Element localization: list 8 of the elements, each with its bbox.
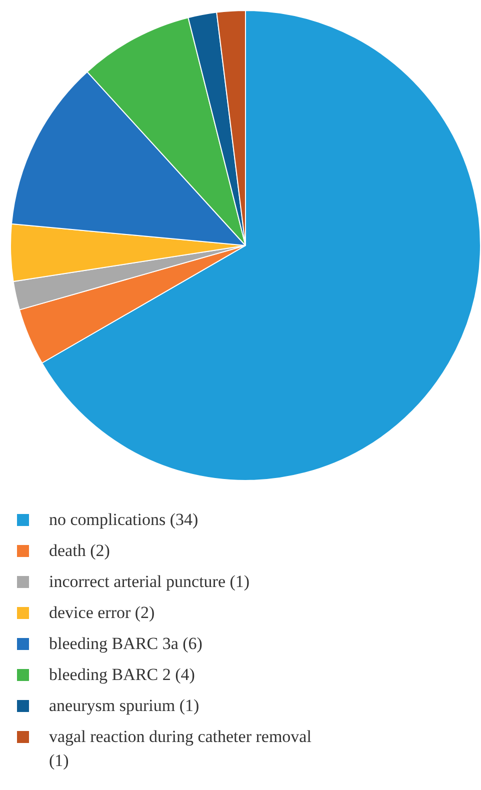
legend-label: aneurysm spurium (1) (49, 695, 200, 717)
legend-label: death (2) (49, 540, 110, 562)
legend-label: bleeding BARC 3a (6) (49, 633, 202, 655)
legend-label: bleeding BARC 2 (4) (49, 664, 195, 686)
legend-label: no complications (34) (49, 509, 198, 531)
legend-label: incorrect arterial puncture (1) (49, 571, 250, 593)
legend-label: device error (2) (49, 602, 155, 624)
legend-label: vagal reaction during catheter removal (1) (49, 726, 312, 772)
